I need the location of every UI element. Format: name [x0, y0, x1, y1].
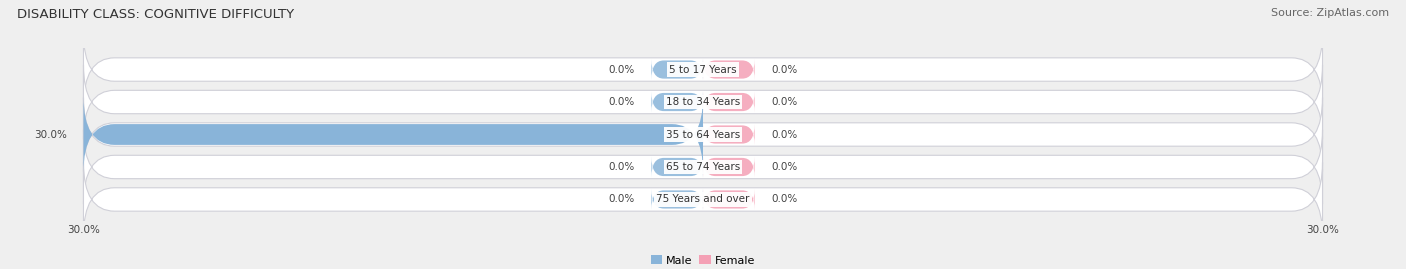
Text: 35 to 64 Years: 35 to 64 Years — [666, 129, 740, 140]
Text: 0.0%: 0.0% — [609, 162, 636, 172]
Text: 0.0%: 0.0% — [609, 194, 636, 204]
FancyBboxPatch shape — [83, 65, 1323, 139]
Text: 30.0%: 30.0% — [34, 129, 67, 140]
Text: 0.0%: 0.0% — [770, 65, 797, 75]
Text: 0.0%: 0.0% — [770, 162, 797, 172]
FancyBboxPatch shape — [703, 59, 755, 80]
FancyBboxPatch shape — [651, 189, 703, 210]
FancyBboxPatch shape — [83, 97, 1323, 172]
FancyBboxPatch shape — [651, 59, 703, 80]
Text: DISABILITY CLASS: COGNITIVE DIFFICULTY: DISABILITY CLASS: COGNITIVE DIFFICULTY — [17, 8, 294, 21]
Text: 0.0%: 0.0% — [770, 194, 797, 204]
FancyBboxPatch shape — [83, 130, 1323, 204]
Text: 0.0%: 0.0% — [770, 129, 797, 140]
FancyBboxPatch shape — [83, 96, 703, 173]
Text: 18 to 34 Years: 18 to 34 Years — [666, 97, 740, 107]
FancyBboxPatch shape — [703, 92, 755, 112]
FancyBboxPatch shape — [703, 124, 755, 145]
FancyBboxPatch shape — [83, 33, 1323, 107]
Text: 75 Years and over: 75 Years and over — [657, 194, 749, 204]
FancyBboxPatch shape — [651, 157, 703, 177]
Legend: Male, Female: Male, Female — [647, 251, 759, 269]
Text: 5 to 17 Years: 5 to 17 Years — [669, 65, 737, 75]
Text: 0.0%: 0.0% — [609, 97, 636, 107]
Text: 0.0%: 0.0% — [770, 97, 797, 107]
Text: 0.0%: 0.0% — [609, 65, 636, 75]
FancyBboxPatch shape — [83, 162, 1323, 236]
FancyBboxPatch shape — [703, 157, 755, 177]
FancyBboxPatch shape — [703, 189, 755, 210]
Text: Source: ZipAtlas.com: Source: ZipAtlas.com — [1271, 8, 1389, 18]
Text: 65 to 74 Years: 65 to 74 Years — [666, 162, 740, 172]
FancyBboxPatch shape — [651, 92, 703, 112]
